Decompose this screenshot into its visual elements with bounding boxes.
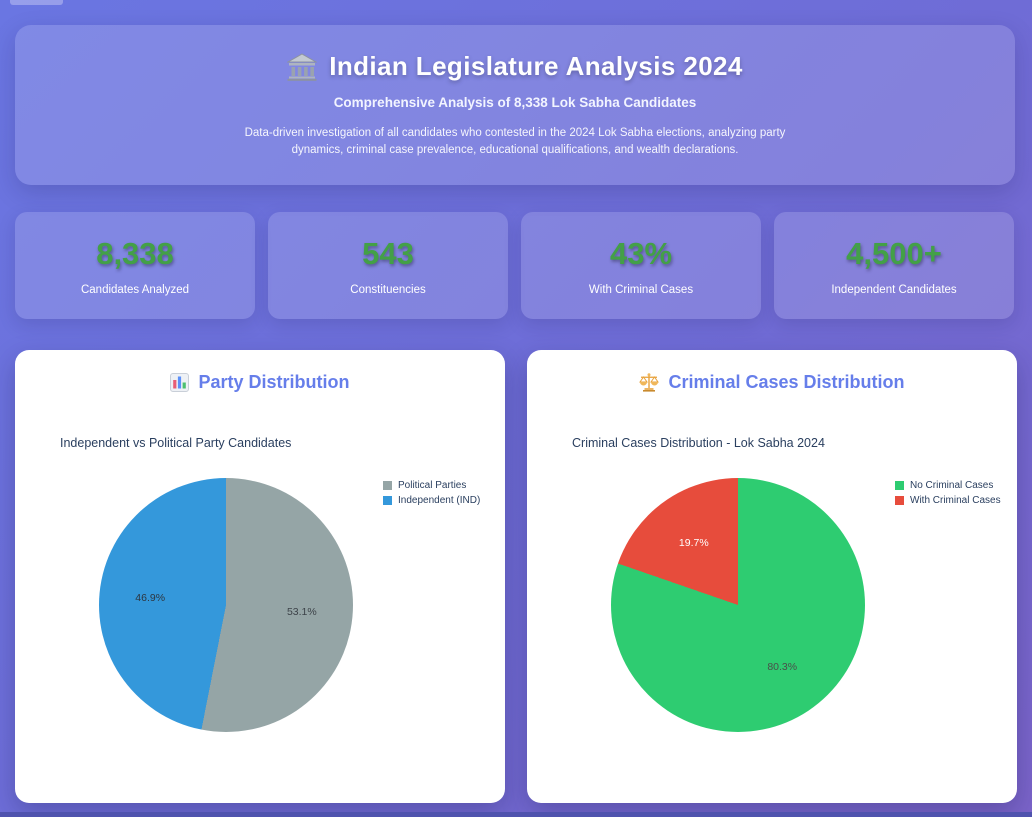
party-distribution-pie: 53.1% 46.9% [99,478,353,732]
criminal-cases-card: Criminal Cases Distribution Criminal Cas… [527,350,1017,803]
pie-slice-label: 19.7% [678,536,709,549]
party-distribution-heading: Party Distribution [15,372,505,393]
stat-label: Independent Candidates [831,283,957,296]
legend-label: No Criminal Cases [910,480,994,491]
legend-label: With Criminal Cases [910,495,1001,506]
scales-icon [639,373,660,392]
stat-value: 8,338 [96,235,174,271]
stat-card-independents: 4,500+ Independent Candidates [774,212,1014,319]
stat-card-criminal-cases: 43% With Criminal Cases [521,212,761,319]
legend-label: Independent (IND) [398,495,481,506]
bottom-edge-strip [0,812,1032,817]
legend-item: With Criminal Cases [895,495,1001,506]
pie-slice-label: 80.3% [767,661,798,674]
legend-item: Independent (IND) [383,495,480,506]
stat-card-candidates: 8,338 Candidates Analyzed [15,212,255,319]
plot-title: Independent vs Political Party Candidate… [60,436,292,450]
legend-swatch [383,481,392,490]
criminal-cases-heading: Criminal Cases Distribution [527,372,1017,393]
bar-chart-icon [170,373,190,392]
stat-label: Candidates Analyzed [80,283,190,296]
chart-heading-text: Criminal Cases Distribution [668,372,905,392]
chart-heading-text: Party Distribution [198,372,350,392]
header-card: Indian Legislature Analysis 2024 Compreh… [15,25,1015,185]
museum-icon [287,52,318,81]
page-title-text: Indian Legislature Analysis 2024 [329,51,743,81]
page-title: Indian Legislature Analysis 2024 [287,51,743,82]
plot-title: Criminal Cases Distribution - Lok Sabha … [572,436,825,450]
page-subtitle: Comprehensive Analysis of 8,338 Lok Sabh… [333,95,697,110]
stat-card-constituencies: 543 Constituencies [268,212,508,319]
pie-slice-label: 46.9% [135,591,166,604]
legend-item: No Criminal Cases [895,480,1001,491]
party-distribution-legend: Political Parties Independent (IND) [383,480,480,506]
criminal-cases-pie: 80.3% 19.7% [611,478,865,732]
stat-value: 543 [362,235,414,271]
stats-row: 8,338 Candidates Analyzed 543 Constituen… [15,212,1015,319]
page-description: Data-driven investigation of all candida… [244,127,786,156]
legend-swatch [895,481,904,490]
pie-slice-label: 53.1% [286,606,317,619]
criminal-cases-legend: No Criminal Cases With Criminal Cases [895,480,1001,506]
party-distribution-card: Party Distribution Independent vs Politi… [15,350,505,803]
stat-value: 4,500+ [846,235,942,271]
legend-swatch [383,496,392,505]
legend-swatch [895,496,904,505]
stat-label: With Criminal Cases [588,283,694,296]
top-cropped-element [10,0,63,5]
stat-label: Constituencies [350,283,426,296]
stat-value: 43% [609,235,673,271]
legend-label: Political Parties [398,480,467,491]
legend-item: Political Parties [383,480,480,491]
